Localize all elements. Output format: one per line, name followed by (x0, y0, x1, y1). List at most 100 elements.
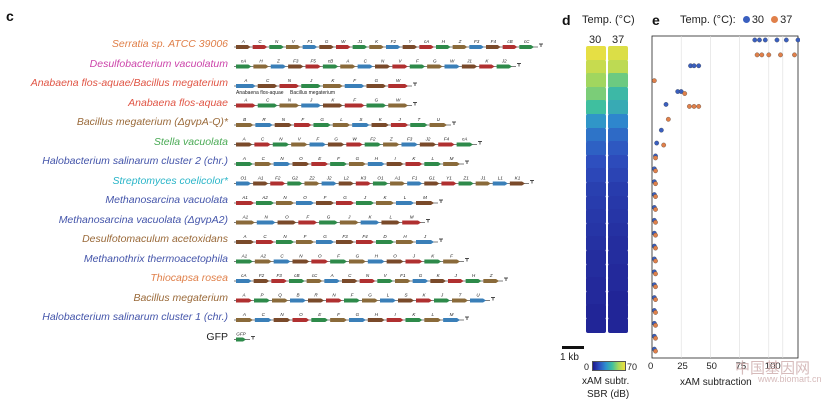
gene-arrow (349, 259, 366, 264)
gene-label: A (242, 234, 246, 239)
heatmap-tile (608, 290, 628, 306)
gene-arrow (236, 162, 253, 166)
heatmap-tile (608, 100, 628, 116)
gene-label: J1 (357, 39, 363, 44)
gene-label: B (296, 293, 299, 298)
gene-arrow (330, 318, 347, 322)
heatmap-tile (586, 168, 606, 184)
heatmap-tile (608, 277, 628, 293)
gene-label: H (375, 254, 379, 259)
gene-label: K3 (361, 176, 367, 181)
gene-label: F (301, 117, 305, 122)
heatmap-tile (608, 73, 628, 89)
gene-label: H (375, 312, 379, 317)
gene-label: I (394, 156, 396, 161)
heatmap-col-30: 30 (589, 34, 602, 46)
gene-label: E (318, 312, 322, 317)
temperature-legend: Temp. (°C): 30 37 (680, 14, 792, 26)
gene-arrow (396, 201, 414, 205)
gene-arrow (398, 298, 414, 303)
gene-label: F3 (474, 39, 480, 44)
cluster-label: Bacillus megaterium (133, 291, 228, 304)
heatmap-tile (608, 182, 628, 197)
gene-arrow (291, 142, 308, 147)
gene-label: T (418, 117, 422, 122)
gene-label: N (366, 273, 370, 278)
data-point (653, 155, 658, 161)
gene-arrow (396, 240, 414, 244)
gene-arrow (323, 103, 343, 108)
gene-arrow (344, 298, 360, 303)
gene-label: J (423, 234, 427, 239)
gene-label: C (280, 254, 284, 259)
gene-arrow (448, 279, 464, 283)
gene-label: O (303, 195, 307, 200)
gene-arrow (322, 64, 339, 69)
gene-arrow (412, 279, 429, 283)
gene-label: J2 (501, 59, 507, 64)
gene-arrow (311, 162, 329, 166)
data-point (653, 297, 658, 302)
gene-arrow (255, 123, 273, 127)
gene-arrow (371, 123, 389, 127)
data-point (653, 232, 658, 238)
gene-label: F2 (391, 39, 397, 44)
gene-arrow (287, 181, 303, 186)
heatmap-tile (586, 127, 606, 143)
gene-arrow (270, 181, 286, 186)
gene-label: I (394, 312, 396, 317)
scale-bar-label: 1 kb (560, 352, 579, 363)
gene-arrow (424, 162, 442, 166)
gene-label: P (260, 293, 264, 298)
gene-arrow (252, 45, 268, 49)
gene-label: C (262, 312, 266, 317)
heatmap-tile (586, 114, 606, 129)
gene-label: W (341, 39, 346, 44)
data-point (678, 89, 684, 94)
gene-arrow (496, 64, 512, 69)
heatmap-tile (586, 222, 606, 238)
gene-label: cA (241, 273, 246, 278)
gene-arrow (405, 162, 423, 166)
gene-arrow (338, 181, 354, 186)
gene-label: D (383, 234, 387, 239)
gene-label: C (263, 234, 267, 239)
gene-arrow (452, 45, 468, 49)
x-tick-label: 0 (648, 361, 654, 372)
heatmap-tile (586, 318, 606, 333)
gene-label: N (265, 215, 269, 220)
heatmap-tile (586, 73, 606, 89)
gene-label: L (431, 312, 434, 317)
gene-arrow (402, 220, 421, 225)
gene-arrow (458, 181, 474, 186)
gene-arrow (236, 64, 252, 69)
gene-label: O (318, 254, 322, 259)
heatmap-tile (608, 168, 628, 184)
gene-label: F (416, 59, 420, 64)
gene-label: C (262, 156, 266, 161)
gene-arrow (279, 103, 300, 108)
gene-arrow (475, 181, 491, 186)
gene-label: G (343, 195, 347, 200)
gene-label: Z (458, 39, 462, 44)
gene-label: A2 (259, 254, 266, 259)
colorbar-min: 0 (584, 362, 590, 372)
gene-arrow (309, 142, 326, 147)
data-point (696, 63, 702, 69)
gene-label: C (348, 273, 352, 278)
gene-arrow (332, 123, 351, 127)
gene-arrow (336, 45, 351, 49)
gene-arrow (236, 103, 256, 108)
gene-label: A1 (242, 215, 249, 220)
gene-arrow (253, 64, 269, 69)
cluster-label: Methanosarcina vacuolata (ΔgvpA2) (58, 213, 228, 226)
heatmap-tile (608, 154, 628, 170)
gene-label: G (433, 59, 437, 64)
gene-label: A (243, 78, 247, 83)
gene-label: G (334, 137, 338, 142)
gene-arrow (313, 123, 331, 127)
gene-label: C (258, 39, 262, 44)
gene-arrow (253, 181, 269, 186)
gene-label: K (375, 39, 379, 44)
gene-label: W (396, 98, 401, 103)
